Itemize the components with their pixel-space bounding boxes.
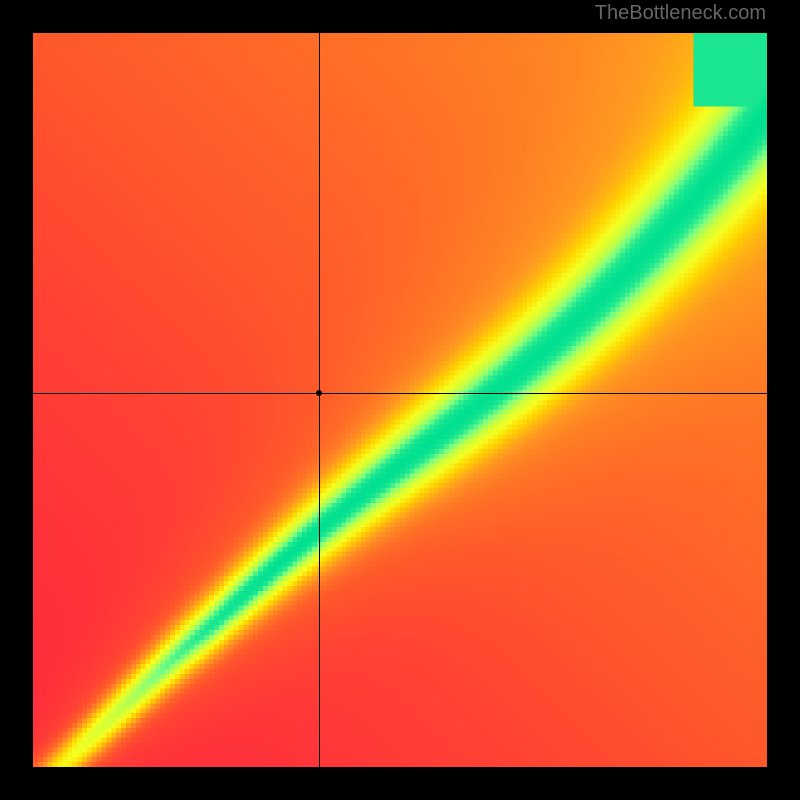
watermark-text: TheBottleneck.com [595,2,766,25]
crosshair-horizontal [33,393,767,394]
crosshair-marker [316,390,322,396]
crosshair-vertical [319,33,320,767]
plot-area [33,33,767,767]
bottleneck-heatmap [33,33,767,767]
